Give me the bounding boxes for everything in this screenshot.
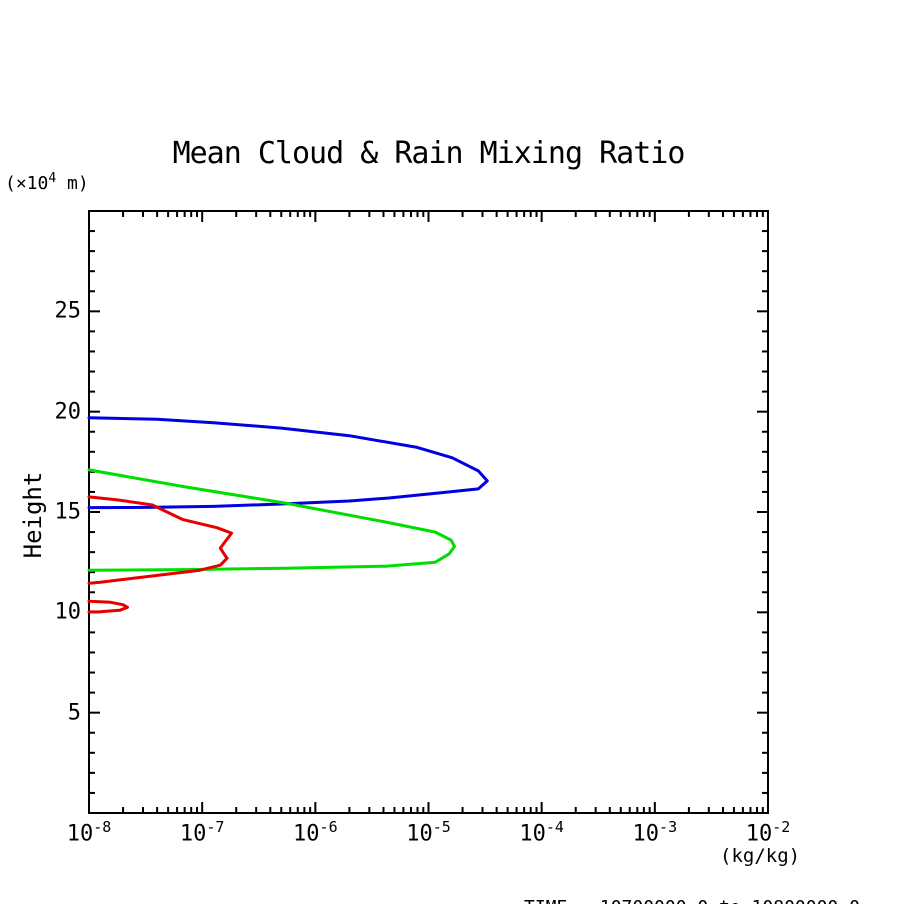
x-tick-base: 10 [745,821,773,847]
x-tick-base: 10 [179,821,207,847]
y-tick-label: 15 [54,499,82,525]
y-axis-unit-exponent: 4 [48,171,57,186]
x-tick-exponent: -7 [206,818,225,836]
y-tick-label: 10 [54,599,82,625]
x-tick-exponent: -8 [93,818,112,836]
chart-title: Mean Cloud & Rain Mixing Ratio [172,136,686,171]
x-tick-label: 10-3 [633,818,678,846]
y-axis-unit-label: (×104 m) [5,171,89,194]
plot-frame [88,210,769,814]
x-tick-base: 10 [406,821,433,847]
x-tick-exponent: -6 [319,818,338,836]
x-tick-exponent: -3 [659,818,678,836]
x-tick-base: 10 [293,821,320,847]
footer-time-text: TIME = 10700000.0 to 10800000.0 [524,897,860,904]
y-tick-label: 25 [54,298,82,324]
x-tick-label: 10-7 [180,818,225,846]
x-tick-label: 10-8 [67,818,112,846]
curve-red-curve-upper [87,495,234,585]
x-tick-label: 10-5 [406,818,451,846]
x-tick-label: 10-4 [519,818,564,846]
x-tick-label: 10-2 [746,818,791,846]
curve-red-curve-lower-lobe [87,599,129,614]
x-tick-exponent: -2 [772,818,791,836]
y-tick-label: 5 [67,700,81,726]
x-tick-exponent: -4 [545,818,564,836]
x-tick-label: 10-6 [293,818,338,846]
x-axis-unit-label: (kg/kg) [720,845,801,867]
x-tick-base: 10 [66,821,94,847]
curve-green-curve [87,468,456,572]
y-axis-unit-before: (×10 [5,173,49,194]
x-tick-base: 10 [632,821,660,847]
x-tick-exponent: -5 [432,818,451,836]
x-tick-base: 10 [519,821,546,847]
y-tick-label: 20 [54,399,82,425]
y-axis-unit-after: m) [56,173,89,194]
curve-blue-curve [87,416,489,510]
